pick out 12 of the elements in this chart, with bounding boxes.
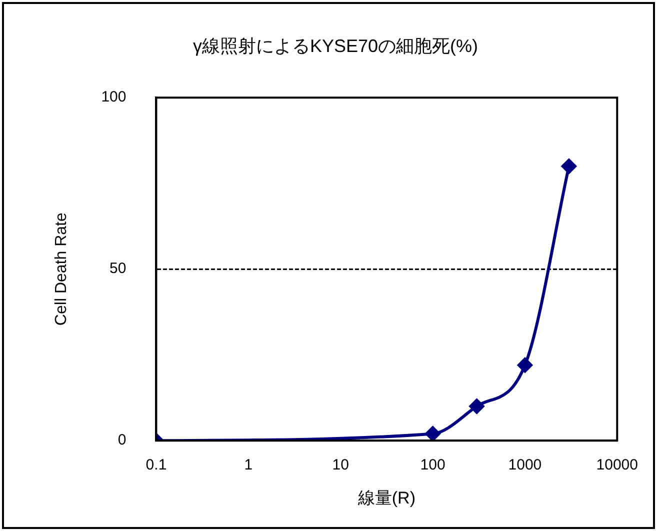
x-tick-label: 10 [332,456,349,474]
x-tick-label: 10000 [596,456,638,474]
x-tick-label: 0.1 [146,456,167,474]
x-axis-title: 線量(R) [356,488,416,508]
y-axis-title: Cell Death Rate [53,212,70,326]
y-tick-label: 50 [110,260,126,278]
x-tick-label: 1000 [508,456,542,474]
chart-title: γ線照射によるKYSE70の細胞死(%) [192,36,478,56]
y-tick-label: 0 [118,432,126,449]
y-tick-label: 100 [101,88,126,106]
x-tick-label: 1 [244,456,253,474]
x-tick-label: 100 [420,456,446,474]
